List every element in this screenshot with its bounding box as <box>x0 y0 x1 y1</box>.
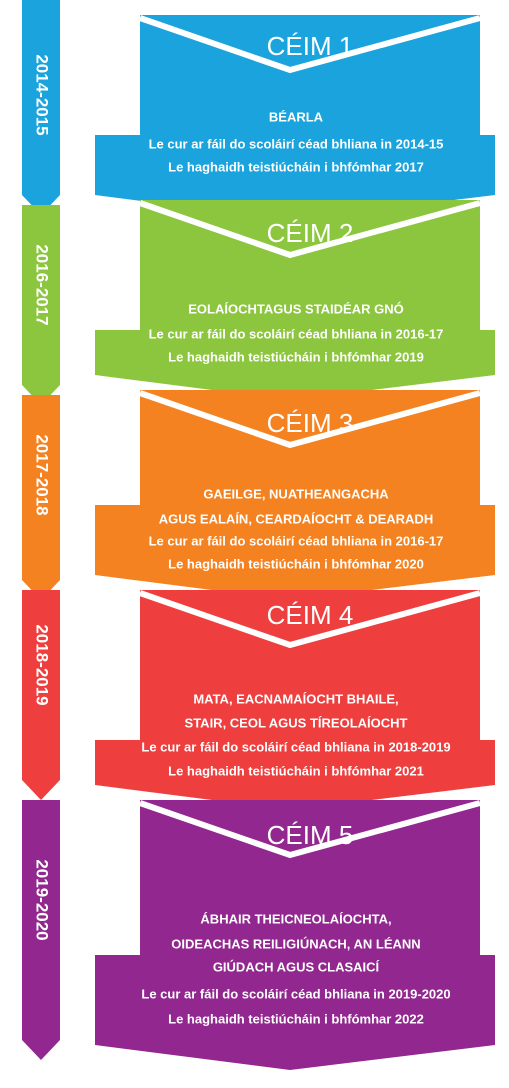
stage-line: Le cur ar fáil do scoláirí céad bhliana … <box>149 136 444 151</box>
chevron <box>139 590 481 649</box>
stage-line: GIÚDACH AGUS CLASAICÍ <box>213 959 380 974</box>
stage-line: Le haghaidh teistiúcháin i bhfómhar 2020 <box>168 556 424 571</box>
year-label: 2014-2015 <box>33 54 52 135</box>
stage-title: CÉIM 2 <box>267 218 354 248</box>
timeline-segment <box>22 395 60 600</box>
timeline-segment <box>22 590 60 800</box>
stage-line: STAIR, CEOL AGUS TÍREOLAÍOCHT <box>185 715 408 730</box>
stage-line: Le cur ar fáil do scoláirí céad bhliana … <box>149 533 444 548</box>
stage-line: Le haghaidh teistiúcháin i bhfómhar 2017 <box>168 159 424 174</box>
year-label: 2017-2018 <box>33 434 52 515</box>
timeline-segment <box>22 0 60 215</box>
stage-line: Le cur ar fáil do scoláirí céad bhliana … <box>141 739 450 754</box>
stage-box <box>95 200 495 400</box>
stage-line: AGUS EALAÍN, CEARDAÍOCHT & DEARADH <box>159 511 433 526</box>
stage-line: Le cur ar fáil do scoláirí céad bhliana … <box>141 986 450 1001</box>
timeline-segment <box>22 205 60 405</box>
stage-box <box>95 390 495 600</box>
stage-box <box>95 590 495 810</box>
year-label: 2019-2020 <box>33 859 52 940</box>
chevron <box>139 800 481 859</box>
chevron <box>139 15 481 74</box>
stage-title: CÉIM 5 <box>267 820 354 850</box>
year-label: 2016-2017 <box>33 244 52 325</box>
stage-line: GAEILGE, NUATHEANGACHA <box>203 486 389 501</box>
stage-line: Le haghaidh teistiúcháin i bhfómhar 2021 <box>168 763 424 778</box>
stage-line: OIDEACHAS REILIGIÚNACH, AN LÉANN <box>171 936 420 951</box>
stage-title: CÉIM 3 <box>267 408 354 438</box>
stage-line: Le haghaidh teistiúcháin i bhfómhar 2019 <box>168 349 424 364</box>
stage-line: BÉARLA <box>269 109 324 124</box>
stage-line: ÁBHAIR THEICNEOLAÍOCHTA, <box>200 911 391 926</box>
year-label: 2018-2019 <box>33 624 52 705</box>
chevron <box>139 200 481 259</box>
stage-line: MATA, EACNAMAÍOCHT BHAILE, <box>193 691 398 706</box>
chevron <box>139 390 481 449</box>
stage-title: CÉIM 4 <box>267 600 354 630</box>
stage-line: Le cur ar fáil do scoláirí céad bhliana … <box>149 326 444 341</box>
stage-box <box>95 800 495 1070</box>
stage-box <box>95 15 495 220</box>
stage-line: EOLAÍOCHTAGUS STAIDÉAR GNÓ <box>188 301 403 316</box>
stage-title: CÉIM 1 <box>267 31 354 61</box>
timeline-segment <box>22 800 60 1060</box>
stage-line: Le haghaidh teistiúcháin i bhfómhar 2022 <box>168 1011 424 1026</box>
